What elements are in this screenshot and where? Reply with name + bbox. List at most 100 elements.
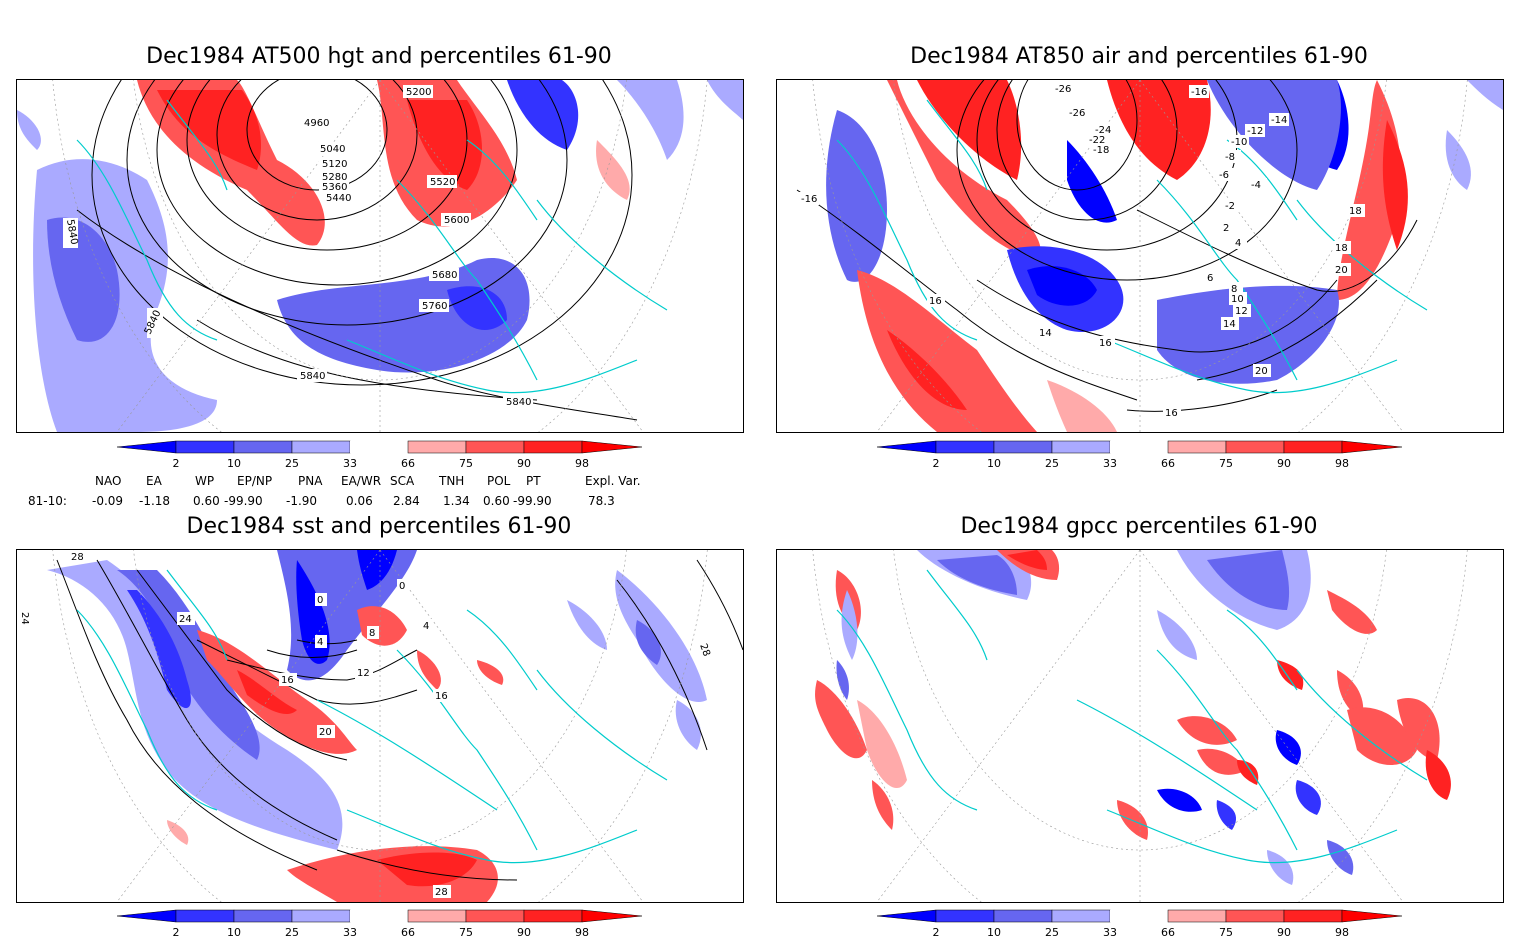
svg-text:5600: 5600 [444,215,469,226]
svg-text:0: 0 [399,581,405,592]
contour-label: -26 [1053,82,1073,95]
svg-text:24: 24 [179,614,192,625]
svg-text:28: 28 [435,887,448,898]
svg-text:12: 12 [1235,306,1248,317]
contour-label: -16 [1189,85,1209,98]
svg-text:16: 16 [435,691,448,702]
title-air850: Dec1984 AT850 air and percentiles 61-90 [910,44,1368,69]
svg-text:75: 75 [459,926,473,939]
contour-label: 0 [397,579,409,592]
svg-text:14: 14 [1039,328,1052,339]
header-cell: EP/NP [237,474,273,488]
value-cell: -1.90 [286,494,318,508]
contours [56,559,743,881]
svg-text:33: 33 [1103,926,1117,939]
lat-lon-grid [812,80,1468,432]
svg-text:5440: 5440 [326,193,351,204]
svg-text:16: 16 [929,296,942,307]
colorbar-top-left: 2 10 25 33 66 75 90 98 [116,440,643,471]
svg-text:2: 2 [933,457,940,470]
contour-label: 16 [1097,336,1115,349]
title-gpcc: Dec1984 gpcc percentiles 61-90 [960,514,1318,539]
svg-text:10: 10 [227,457,241,470]
map-panel-air850: -26 -26 -24 -22 -18 -16 -16 -14 -12 -10 … [776,79,1504,433]
svg-text:-8: -8 [1225,152,1235,163]
svg-text:18: 18 [1335,243,1348,254]
row-label: 81-10: [28,494,67,508]
header-cell: WP [195,474,215,488]
svg-text:-16: -16 [801,194,817,205]
contour-label: -16 [799,192,819,205]
header-cell: POL [487,474,511,488]
svg-text:-12: -12 [1247,126,1263,137]
contour-label: 16 [1163,406,1181,419]
svg-text:16: 16 [1099,338,1112,349]
map-panel-sst: 0 0 4 4 8 12 16 16 20 24 24 28 28 28 [16,549,744,903]
contour-label: 20 [1253,364,1271,377]
svg-text:-26: -26 [1069,108,1085,119]
svg-text:66: 66 [401,457,415,470]
contour-label: -8 [1223,150,1241,163]
svg-text:90: 90 [1277,457,1291,470]
contour-labels: 4960 5040 5120 5200 5280 5360 5440 5520 … [63,85,533,408]
header-cell: PT [526,474,541,488]
coastlines [76,99,668,394]
contour-label: 8 [1229,282,1243,295]
svg-text:98: 98 [1335,926,1349,939]
contour-label: 20 [317,725,335,738]
contour-label: 5440 [323,191,353,204]
value-cell: -99.90 [224,494,263,508]
contour-label: 5280 [319,170,349,183]
svg-text:8: 8 [1231,284,1237,295]
contour-label: 5840 [297,369,327,382]
contour-label: -12 [1245,124,1265,137]
svg-text:-6: -6 [1219,170,1229,181]
svg-text:5840: 5840 [300,371,325,382]
svg-text:20: 20 [1255,366,1268,377]
map-panel-hgt500: 4960 5040 5120 5200 5280 5360 5440 5520 … [16,79,744,433]
contour-label: 5840 [503,395,533,408]
contour-label: 0 [315,593,327,606]
svg-text:10: 10 [1231,294,1244,305]
lat-lon-grid [812,550,1468,902]
svg-text:5120: 5120 [322,159,347,170]
value-cell: 0.60 [483,494,510,508]
contour-label: -6 [1217,168,1235,181]
svg-text:5840: 5840 [64,219,79,246]
value-cell: -1.18 [139,494,171,508]
svg-text:33: 33 [343,926,357,939]
svg-text:-24: -24 [1095,125,1111,136]
percentile-shading [17,80,743,432]
svg-text:98: 98 [575,926,589,939]
contour-label: -2 [1223,199,1241,212]
svg-text:28: 28 [697,642,712,658]
contours [796,80,1418,412]
svg-text:10: 10 [227,926,241,939]
svg-text:5200: 5200 [406,87,431,98]
svg-text:75: 75 [1219,457,1233,470]
svg-text:25: 25 [285,926,299,939]
svg-text:-2: -2 [1225,201,1235,212]
coastlines [76,569,668,864]
contour-label: -18 [1091,143,1111,156]
svg-text:5280: 5280 [322,172,347,183]
contour-label: 14 [1221,317,1239,330]
contour-label: 24 [19,610,33,632]
percentile-shading [826,80,1503,432]
value-cell: 0.06 [346,494,373,508]
svg-text:75: 75 [1219,926,1233,939]
svg-text:66: 66 [401,926,415,939]
svg-text:66: 66 [1161,457,1175,470]
svg-text:18: 18 [1349,206,1362,217]
contour-label: -10 [1229,135,1249,148]
contour-label: 4 [315,635,327,648]
contour-label: 5680 [429,268,459,281]
header-cell: NAO [95,474,122,488]
contour-label: 5040 [317,142,347,155]
svg-text:16: 16 [281,675,294,686]
contour-labels: 0 0 4 4 8 12 16 16 20 24 24 28 28 28 [19,550,713,898]
svg-text:10: 10 [987,926,1001,939]
svg-text:12: 12 [357,668,370,679]
contour-label: 2 [1221,221,1235,234]
contour-label: 24 [177,612,195,625]
